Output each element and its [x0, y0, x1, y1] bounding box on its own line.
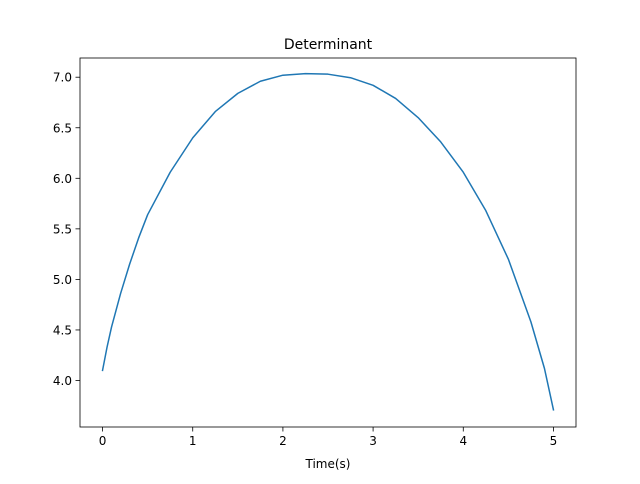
- x-tick-label: 4: [459, 434, 467, 448]
- axes-frame: [79, 57, 577, 428]
- chart-title: Determinant: [284, 37, 373, 53]
- y-tick-label: 6.5: [53, 121, 72, 135]
- y-tick-label: 6.0: [53, 172, 72, 186]
- x-axis-label: Time(s): [305, 457, 351, 471]
- y-tick-label: 4.0: [53, 374, 72, 388]
- y-tick-label: 7.0: [53, 71, 72, 85]
- y-axis-ticks: 4.0 4.5 5.0 5.5 6.0 6.5 7.0: [53, 71, 80, 388]
- x-tick-label: 2: [279, 434, 287, 448]
- series-line-0: [101, 72, 555, 411]
- x-axis-ticks: 0 1 2 3 4 5: [99, 427, 558, 448]
- x-tick-label: 0: [99, 434, 107, 448]
- y-tick-label: 4.5: [53, 323, 72, 337]
- y-tick-label: 5.5: [53, 222, 72, 236]
- plot-area: [79, 57, 577, 428]
- x-tick-label: 1: [189, 434, 197, 448]
- x-tick-label: 3: [369, 434, 377, 448]
- y-tick-label: 5.0: [53, 273, 72, 287]
- x-tick-label: 5: [550, 434, 558, 448]
